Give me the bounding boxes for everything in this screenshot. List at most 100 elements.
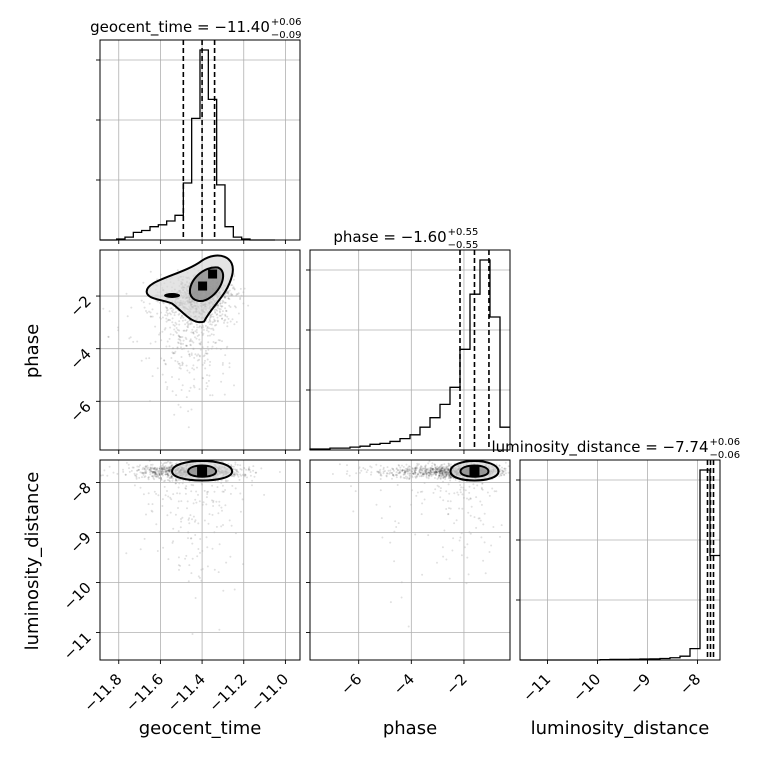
sample-point (153, 466, 156, 469)
sample-point (143, 306, 146, 309)
sample-point (155, 523, 158, 526)
sample-point (452, 477, 455, 480)
sample-point (424, 471, 427, 474)
sample-point (169, 468, 172, 471)
sample-point (207, 321, 210, 324)
sample-point (167, 467, 170, 470)
sample-point (439, 489, 442, 492)
sample-point (156, 300, 159, 303)
sample-point (116, 472, 119, 475)
sample-point (175, 327, 178, 329)
sample-point (166, 490, 168, 492)
sample-point (221, 313, 224, 316)
sample-point (415, 467, 417, 470)
sample-point (228, 366, 231, 369)
sample-point (438, 472, 441, 475)
sample-point (446, 465, 449, 468)
sample-point (128, 470, 131, 473)
sample-point (199, 342, 202, 345)
sample-point (215, 500, 218, 503)
sample-point (164, 470, 167, 473)
sample-point (399, 476, 402, 479)
sample-point (228, 362, 231, 365)
sample-point (163, 359, 166, 362)
sample-point (166, 476, 169, 478)
sample-point (194, 330, 197, 333)
sample-point (441, 469, 444, 472)
sample-point (440, 469, 443, 472)
sample-point (438, 475, 441, 477)
sample-point (178, 335, 181, 338)
sample-point (413, 467, 416, 470)
sample-point (469, 514, 472, 517)
sample-point (218, 500, 221, 503)
sample-point (226, 292, 229, 294)
frame (99, 249, 301, 451)
sample-point (403, 469, 406, 472)
sample-point (164, 473, 167, 476)
sample-point (469, 497, 472, 500)
sample-point (140, 359, 143, 362)
sample-point (142, 281, 145, 284)
sample-point (216, 309, 219, 312)
sample-point (157, 469, 160, 472)
sample-point (430, 471, 433, 474)
sample-point (234, 474, 236, 477)
sample-point (482, 559, 485, 562)
sample-point (210, 333, 213, 336)
sample-point (165, 461, 168, 464)
sample-point (165, 309, 168, 312)
sample-point (145, 513, 147, 516)
sample-point (425, 473, 428, 476)
sample-point (209, 315, 212, 318)
ytick-label-luminosity_distance-1: −10 (60, 579, 95, 614)
sample-point (178, 338, 181, 341)
sample-point (147, 478, 150, 481)
sample-point (232, 278, 235, 281)
sample-point (192, 341, 195, 344)
sample-point (176, 269, 179, 272)
sample-point (148, 469, 151, 472)
sample-point (161, 474, 164, 477)
contour-inner (189, 266, 225, 303)
sample-point (162, 466, 165, 469)
sample-point (429, 473, 432, 476)
sample-point (146, 311, 149, 314)
sample-point (425, 470, 428, 472)
sample-point (481, 488, 484, 491)
sample-point (352, 510, 355, 513)
sample-point (143, 537, 146, 540)
sample-point (461, 507, 464, 510)
sample-point (188, 353, 191, 356)
sample-point (379, 489, 382, 492)
sample-point (398, 472, 401, 475)
sample-point (175, 323, 178, 326)
sample-point (176, 328, 179, 331)
sample-point (444, 471, 447, 474)
sample-point (153, 470, 156, 473)
sample-point (174, 477, 177, 480)
sample-point (408, 477, 411, 480)
sample-point (167, 470, 170, 473)
sample-point (236, 463, 239, 466)
sample-point (500, 474, 503, 477)
sample-point (223, 301, 226, 304)
sample-point (504, 461, 507, 464)
sample-point (203, 519, 206, 522)
sample-point (191, 633, 194, 635)
sample-point (198, 338, 201, 341)
sample-point (442, 477, 445, 479)
sample-point (449, 475, 452, 478)
sample-point (431, 467, 434, 470)
sample-point (207, 341, 210, 344)
sample-point (445, 466, 448, 469)
sample-point (396, 484, 399, 486)
sample-point (219, 311, 221, 314)
sample-point (227, 293, 230, 295)
sample-point (447, 483, 450, 486)
sample-point (153, 471, 156, 473)
sample-point (235, 468, 238, 471)
sample-point (448, 577, 451, 580)
sample-point (443, 471, 446, 473)
sample-point (379, 464, 382, 467)
